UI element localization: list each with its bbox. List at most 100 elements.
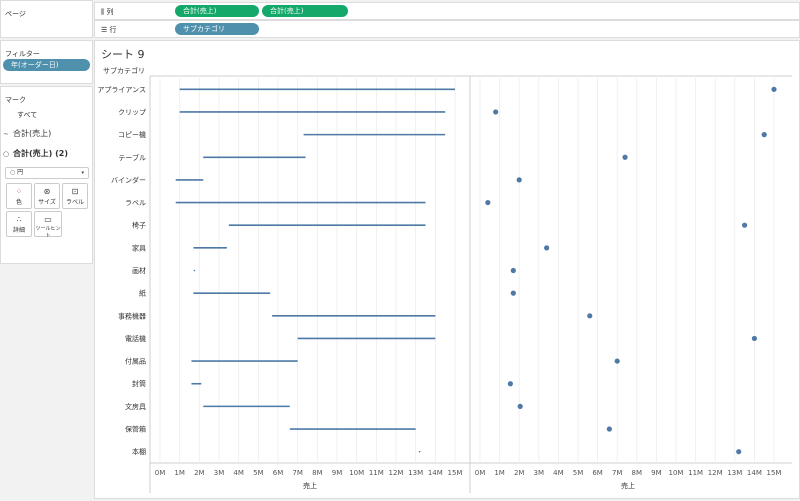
marks-title: マーク [5, 96, 26, 104]
row-label: 事務機器 [118, 311, 146, 320]
circle-mark [742, 222, 748, 228]
pages-title: ページ [5, 10, 26, 18]
x-tick-label-2: 7M [612, 469, 623, 477]
circle-mark [736, 449, 742, 455]
columns-icon: ⫼ [101, 8, 107, 16]
detail-button-label: 詳細 [12, 227, 25, 234]
x-tick-label-2: 13M [727, 469, 742, 477]
marks-row-sum-sales[interactable]: ∼ 合計(売上) [3, 127, 51, 141]
marks-row-sum-sales-2[interactable]: ○ 合計(売上) (2) [3, 147, 68, 161]
rows-pill-subcategory[interactable]: サブカテゴリ [175, 23, 259, 35]
detail-button[interactable]: ∴ 詳細 [6, 211, 32, 237]
x-tick-label-1: 0M [155, 469, 166, 477]
rows-label-text: 行 [109, 26, 117, 34]
marks-row-label: すべて [17, 111, 38, 119]
x-tick-label-1: 2M [194, 469, 205, 477]
sheet-view [94, 40, 800, 499]
marks-layer [175, 86, 777, 455]
row-label: 封筒 [132, 379, 146, 388]
circle-mark [761, 132, 767, 138]
size-button-label: サイズ [38, 199, 56, 206]
row-label: ラベル [125, 199, 146, 207]
circle-mark [485, 199, 491, 206]
label-icon: ⊡ [71, 187, 79, 196]
mark-type-dropdown[interactable]: ○ 円 ▾ [5, 167, 89, 179]
marks-row-all[interactable]: すべて [17, 108, 37, 122]
columns-shelf: ⫼ 列 合計(売上) 合計(売上) [94, 2, 800, 20]
x-tick-label-1: 15M [448, 469, 463, 477]
columns-pill-2[interactable]: 合計(売上) [262, 5, 348, 17]
circle-small-icon: ○ [10, 169, 18, 176]
line-mark-icon: ∼ [3, 130, 9, 138]
circle-mark [493, 109, 499, 115]
line-mark [418, 450, 421, 453]
filter-pill-year[interactable]: 年(オーダー日) [3, 59, 90, 71]
x-tick-label-2: 2M [514, 469, 525, 477]
sheet-title: シート 9 [101, 48, 145, 61]
chevron-down-icon: ▾ [81, 170, 84, 176]
row-label: 本棚 [132, 447, 146, 456]
circle-mark [771, 86, 777, 92]
x-tick-label-2: 11M [688, 469, 703, 477]
row-label: テーブル [118, 153, 146, 162]
x-tick-label-2: 5M [573, 469, 584, 477]
x-tick-label-2: 15M [767, 469, 782, 477]
x-tick-label-1: 11M [369, 469, 384, 477]
color-icon: ⁘ [15, 187, 23, 196]
size-icon: ⊛ [43, 187, 51, 196]
x-tick-label-1: 10M [349, 469, 364, 477]
color-button-label: 色 [15, 199, 22, 206]
x-axis-title-1: 売上 [303, 481, 317, 490]
marks-panel: マーク すべて ∼ 合計(売上) ○ 合計(売上) (2) ○ 円 ▾ ⁘ 色 ⊛ … [0, 86, 93, 264]
columns-pill-1[interactable]: 合計(売上) [175, 5, 259, 17]
filters-title: フィルター [5, 50, 40, 58]
x-axis-title-2: 売上 [621, 481, 635, 490]
tooltip-icon: ▭ [44, 215, 52, 224]
x-tick-label-1: 6M [273, 469, 284, 477]
x-tick-label-1: 13M [408, 469, 423, 477]
rows-icon: ☰ [101, 26, 110, 34]
tooltip-button-label: ツールヒント [35, 226, 61, 239]
x-tick-label-1: 5M [253, 469, 264, 477]
circle-mark-icon: ○ [3, 150, 10, 158]
circle-mark [544, 245, 550, 251]
row-label: 付属品 [125, 357, 146, 366]
x-tick-label-2: 4M [553, 469, 564, 477]
circle-mark [516, 177, 522, 183]
row-label: 電話機 [125, 334, 146, 343]
x-tick-label-2: 0M [475, 469, 486, 477]
row-label: 家具 [132, 243, 146, 252]
x-tick-label-2: 6M [592, 469, 603, 477]
circle-mark [614, 358, 620, 364]
row-label: クリップ [118, 108, 146, 116]
axis-layer: 0M 1M 2M 3M 4M 5M 6M 7M 8M 9M 10M 11M 12M 13M 14M 15M 0M… [155, 469, 782, 477]
x-tick-label-1: 3M [214, 469, 225, 477]
line-mark [193, 269, 196, 272]
row-label: 文房具 [125, 402, 146, 411]
label-button[interactable]: ⊡ ラベル [62, 183, 88, 209]
circle-mark [751, 335, 758, 342]
row-labels: アプライアンスクリップコピー機テーブルバインダーラベル椅子家具画材紙事務機器電話… [97, 86, 146, 456]
filters-panel: フィルター 年(オーダー日) [0, 40, 93, 84]
x-tick-label-1: 4M [233, 469, 244, 477]
x-tick-label-2: 9M [651, 469, 662, 477]
x-tick-label-1: 12M [389, 469, 404, 477]
size-button[interactable]: ⊛ サイズ [34, 183, 60, 209]
x-tick-label-2: 1M [494, 469, 505, 477]
circle-mark [517, 403, 523, 409]
x-tick-label-2: 8M [632, 469, 643, 477]
grid-layer [149, 75, 792, 493]
row-header: サブカテゴリ [103, 66, 145, 75]
x-tick-label-1: 9M [332, 469, 343, 477]
circle-mark [510, 290, 516, 296]
detail-icon: ∴ [16, 215, 22, 224]
rows-shelf-label: ☰ 行 [101, 25, 117, 35]
tooltip-button[interactable]: ▭ ツールヒント [34, 211, 62, 239]
columns-shelf-label: ⫼ 列 [101, 7, 113, 17]
row-label: コピー機 [118, 130, 146, 139]
label-button-label: ラベル [65, 199, 84, 206]
x-tick-label-1: 7M [292, 469, 303, 477]
color-button[interactable]: ⁘ 色 [6, 183, 32, 209]
pages-panel: ページ [0, 0, 93, 38]
